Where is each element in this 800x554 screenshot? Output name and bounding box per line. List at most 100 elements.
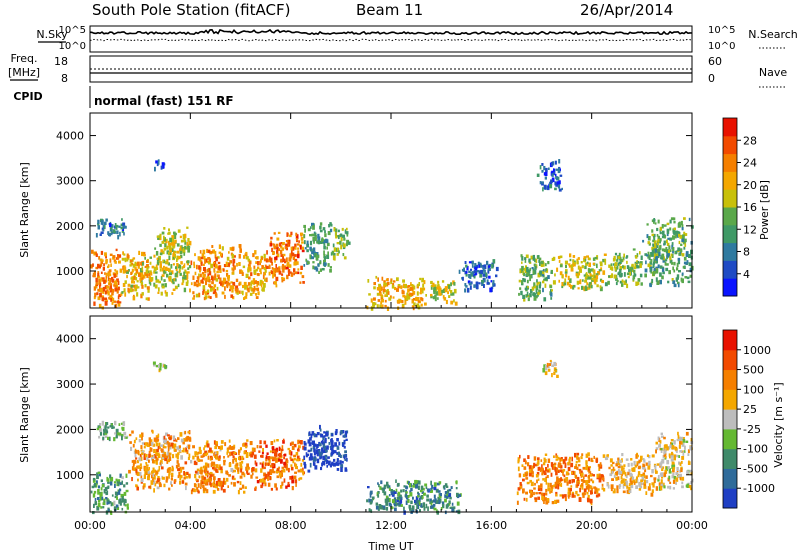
power-echo-cell xyxy=(623,253,625,258)
power-echo-cell xyxy=(263,271,265,275)
velocity-echo-cell xyxy=(663,453,667,457)
velocity-echo-cell xyxy=(344,433,348,438)
power-echo-cell xyxy=(164,283,167,288)
power-echo-cell xyxy=(387,291,390,295)
power-echo-cell xyxy=(231,285,234,290)
velocity-echo-cell xyxy=(221,484,224,488)
power-echo-cell xyxy=(527,297,530,302)
power-echo-cell xyxy=(635,281,638,286)
velocity-echo-cell xyxy=(187,431,191,434)
velocity-echo-cell xyxy=(105,429,108,434)
power-echo-cell xyxy=(97,223,100,226)
velocity-echo-cell xyxy=(220,445,223,450)
power-echo-cell xyxy=(661,248,665,252)
velocity-echo-cell xyxy=(344,450,347,454)
velocity-echo-cell xyxy=(134,460,137,464)
velocity-echo-cell xyxy=(429,500,432,505)
velocity-echo-cell xyxy=(613,474,616,478)
power-echo-cell xyxy=(649,283,652,287)
power-echo-cell xyxy=(100,231,103,234)
power-colorbar-tick-label: 12 xyxy=(743,223,757,236)
power-echo-cell xyxy=(684,238,687,243)
power-ytick-label: 1000 xyxy=(56,265,84,278)
power-echo-cell xyxy=(148,272,151,276)
velocity-echo-cell xyxy=(522,478,525,482)
power-echo-cell xyxy=(131,280,134,284)
velocity-echo-cell xyxy=(297,439,300,445)
power-echo-cell xyxy=(157,161,160,165)
power-echo-cell xyxy=(671,278,674,282)
velocity-echo-cell xyxy=(256,480,260,484)
freq-panel: Freq. [MHz] Nave 18 8 60 0 xyxy=(8,52,787,88)
power-echo-cell xyxy=(450,290,453,294)
power-echo-cell xyxy=(335,228,338,233)
velocity-echo-cell xyxy=(400,489,403,493)
power-echo-cell xyxy=(297,271,300,275)
power-echo-cell xyxy=(147,297,150,301)
power-echo-cell xyxy=(163,237,166,242)
power-echo-cell xyxy=(398,299,401,303)
velocity-echo-cell xyxy=(637,454,639,458)
power-echo-cell xyxy=(182,249,186,254)
power-echo-cell xyxy=(196,280,198,283)
power-echo-cell xyxy=(407,285,409,289)
power-echo-cell xyxy=(430,284,434,288)
velocity-echo-cell xyxy=(437,496,441,502)
velocity-echo-cell xyxy=(564,497,567,502)
power-echo-cell xyxy=(484,269,486,274)
power-echo-cell xyxy=(673,227,676,231)
power-echo-cell xyxy=(491,263,494,269)
velocity-echo-cell xyxy=(159,446,161,449)
power-echo-cell xyxy=(618,261,622,264)
velocity-echo-cell xyxy=(254,486,257,490)
power-echo-cell xyxy=(277,267,281,272)
power-echo-cell xyxy=(149,261,152,265)
power-echo-cell xyxy=(470,268,473,271)
velocity-echo-cell xyxy=(635,454,638,459)
velocity-echo-cell xyxy=(141,432,144,437)
velocity-echo-cell xyxy=(307,439,311,444)
power-echo-cell xyxy=(669,227,672,231)
power-echo-cell xyxy=(379,304,382,309)
velocity-echo-cell xyxy=(264,466,266,470)
velocity-echo-cell xyxy=(230,468,234,472)
power-echo-cell xyxy=(680,243,683,246)
velocity-echo-cell xyxy=(375,502,379,506)
velocity-echo-cell xyxy=(133,439,136,444)
velocity-echo-cell xyxy=(639,486,643,489)
power-echo-cell xyxy=(541,271,544,274)
power-echo-cell xyxy=(109,285,112,289)
velocity-echo-cell xyxy=(682,439,686,443)
velocity-echo-cell xyxy=(657,436,660,441)
velocity-echo-cell xyxy=(153,454,157,459)
velocity-echo-cell xyxy=(430,505,434,509)
velocity-echo-cell xyxy=(610,464,613,467)
power-echo-cell xyxy=(478,270,482,274)
velocity-echo-cell xyxy=(246,472,250,475)
power-echo-cell xyxy=(264,269,267,273)
velocity-echo-cell xyxy=(336,438,339,442)
power-echo-cell xyxy=(163,270,165,274)
velocity-echo-cell xyxy=(444,494,447,498)
power-echo-cell xyxy=(397,285,400,289)
power-echo-cell xyxy=(576,280,579,285)
velocity-echo-cell xyxy=(668,453,671,457)
velocity-echo-cell xyxy=(163,446,167,449)
velocity-echo-cell xyxy=(591,487,593,493)
power-echo-cell xyxy=(326,254,330,259)
velocity-echo-cell xyxy=(618,483,622,488)
velocity-echo-cell xyxy=(623,467,625,470)
velocity-echo-cell xyxy=(300,462,303,467)
power-echo-cell xyxy=(250,280,254,285)
velocity-echo-cell xyxy=(167,442,171,446)
power-echo-cell xyxy=(143,254,146,257)
power-echo-cell xyxy=(286,243,289,247)
velocity-echo-cell xyxy=(218,446,221,449)
velocity-echo-cell xyxy=(138,457,142,462)
velocity-echo-cell xyxy=(310,433,313,438)
power-echo-cell xyxy=(214,250,217,255)
power-echo-cell xyxy=(519,287,522,290)
velocity-echo-cell xyxy=(106,500,109,505)
velocity-echo-cell xyxy=(397,482,400,487)
velocity-echo-cell xyxy=(569,487,572,492)
